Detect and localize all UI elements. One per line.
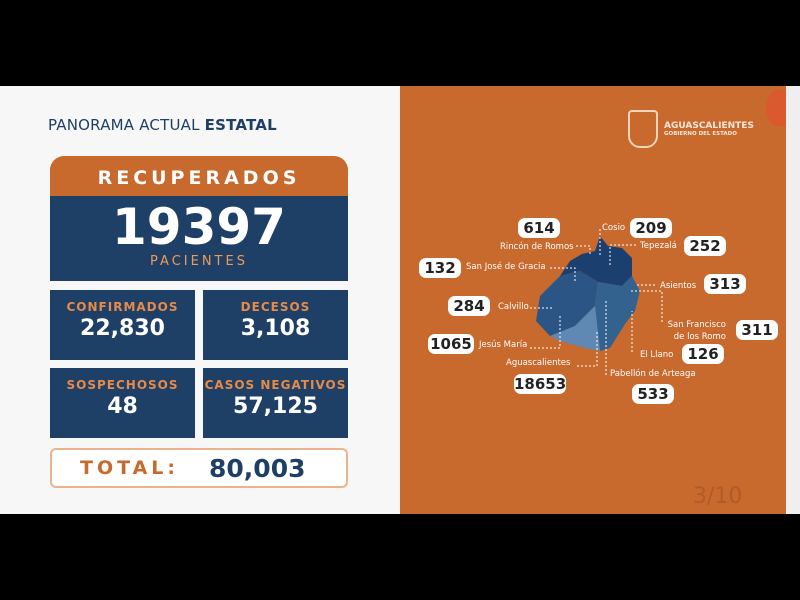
stat-value: 22,830	[80, 316, 165, 341]
leader-lines	[530, 229, 663, 375]
label-aguascalientes: Aguascalientes	[506, 358, 571, 368]
left-panel: PANORAMA ACTUAL ESTATAL RECUPERADOS 1939…	[0, 86, 400, 514]
stat-label: CASOS NEGATIVOS	[204, 378, 347, 392]
pill-jesusmaria: 1065	[428, 334, 474, 354]
stat-value: 48	[107, 394, 138, 419]
stat-label: SOSPECHOSOS	[66, 378, 179, 392]
label-sanfrancisco: San Francisco de los Romo	[667, 320, 726, 342]
label-asientos: Asientos	[660, 281, 697, 291]
title-light: PANORAMA ACTUAL	[48, 116, 205, 134]
stat-value: 3,108	[240, 316, 311, 341]
stat-label: CONFIRMADOS	[66, 300, 179, 314]
pill-asientos: 313	[704, 274, 746, 294]
pill-pabellon: 533	[632, 384, 674, 404]
map-region-north	[560, 236, 632, 286]
recuperados-label: RECUPERADOS	[50, 156, 348, 196]
recuperados-value: 19397	[112, 198, 286, 256]
total-box: TOTAL: 80,003	[50, 448, 348, 488]
pill-cosio: 209	[630, 218, 672, 238]
pill-tepezala: 252	[684, 236, 726, 256]
slide: PANORAMA ACTUAL ESTATAL RECUPERADOS 1939…	[0, 86, 800, 514]
label-jesusmaria: Jesús María	[479, 340, 528, 350]
stat-label: DECESOS	[240, 300, 311, 314]
confirmados-card: CONFIRMADOS 22,830	[50, 290, 195, 360]
label-tepezala: Tepezalá	[640, 241, 677, 251]
state-map	[530, 229, 663, 375]
label-pabellon: Pabellón de Arteaga	[610, 369, 696, 379]
crest-icon	[628, 110, 658, 148]
total-label: TOTAL:	[80, 457, 180, 479]
stat-value: 57,125	[233, 394, 318, 419]
right-edge	[786, 86, 800, 514]
recuperados-card: RECUPERADOS 19397 PACIENTES	[50, 156, 348, 281]
pill-sanjose: 132	[419, 258, 461, 278]
label-sanjose: San José de Gracia	[466, 262, 546, 272]
map-region-east	[595, 276, 640, 351]
negativos-card: CASOS NEGATIVOS 57,125	[203, 368, 348, 438]
page-indicator: 3/10	[693, 484, 743, 509]
title-bold: ESTATAL	[204, 116, 277, 134]
label-rincon: Rincón de Romos	[500, 242, 574, 252]
label-elllano: El Llano	[640, 350, 674, 360]
recuperados-unit: PACIENTES	[150, 254, 248, 269]
logo-name: AGUASCALIENTES	[664, 121, 754, 131]
page-title: PANORAMA ACTUAL ESTATAL	[48, 116, 277, 134]
pill-rincon: 614	[518, 218, 560, 238]
decesos-card: DECESOS 3,108	[203, 290, 348, 360]
label-calvillo: Calvillo	[498, 302, 529, 312]
map-panel: AGUASCALIENTES GOBIERNO DEL ESTADO 614 Ri…	[400, 86, 790, 514]
total-value: 80,003	[209, 453, 306, 483]
government-logo: AGUASCALIENTES GOBIERNO DEL ESTADO	[628, 110, 754, 148]
pill-sanfrancisco: 311	[736, 320, 778, 340]
label-cosio: Cosio	[602, 223, 626, 233]
map-region-west	[536, 271, 598, 336]
sospechosos-card: SOSPECHOSOS 48	[50, 368, 195, 438]
pill-aguascalientes: 18653	[514, 374, 567, 394]
map-region-south	[550, 306, 600, 351]
logo-sub: GOBIERNO DEL ESTADO	[664, 131, 737, 137]
pill-elllano: 126	[682, 344, 724, 364]
pill-calvillo: 284	[448, 296, 490, 316]
